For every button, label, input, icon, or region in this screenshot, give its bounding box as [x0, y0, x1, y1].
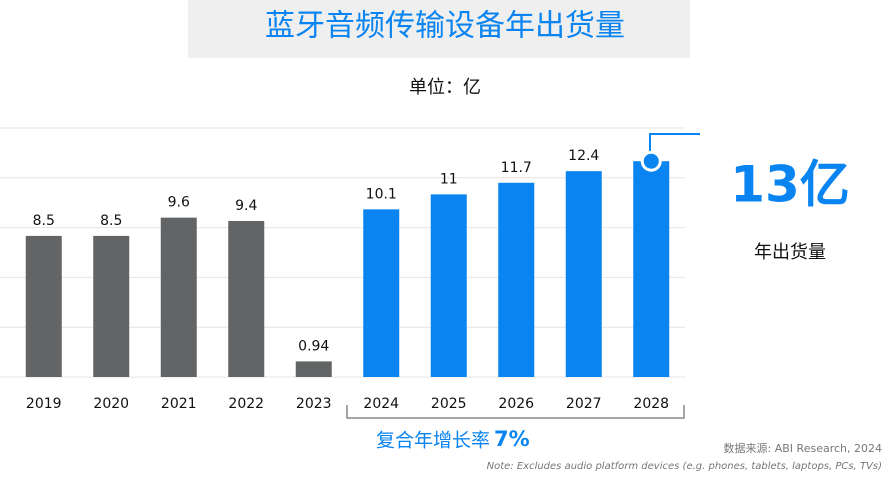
x-tick-label: 2027 [566, 396, 602, 412]
value-label: 8.5 [33, 213, 55, 229]
value-label: 9.4 [235, 198, 257, 214]
bar [228, 220, 265, 377]
x-tick-label: 2023 [296, 396, 332, 412]
value-label: 11 [440, 171, 458, 187]
cagr-bracket [346, 405, 685, 419]
x-tick-label: 2025 [431, 396, 467, 412]
bar [633, 161, 670, 377]
cagr-label: 复合年增长率 [376, 430, 490, 452]
bar [93, 235, 130, 377]
callout-value: 13亿 [730, 156, 850, 214]
x-tick-label: 2024 [363, 396, 399, 412]
cagr-value: 7% [494, 427, 530, 451]
note: Note: Excludes audio platform devices (e… [487, 461, 882, 472]
bar [25, 235, 62, 377]
title-band [188, 0, 690, 58]
bar [160, 217, 197, 377]
callout-label: 年出货量 [754, 242, 826, 263]
value-label: 8.5 [100, 213, 122, 229]
callout-line [649, 133, 700, 152]
value-marker [640, 150, 662, 172]
x-tick-label: 2022 [228, 396, 264, 412]
bar [565, 171, 602, 377]
source: 数据来源: ABI Research, 2024 [724, 441, 882, 455]
x-tick-label: 2019 [26, 396, 62, 412]
bar [363, 209, 400, 377]
bar [498, 182, 535, 377]
unit-label: 单位：亿 [409, 77, 481, 98]
x-tick-label: 2021 [161, 396, 197, 412]
chart-title: 蓝牙音频传输设备年出货量 [265, 9, 625, 44]
value-label: 10.1 [366, 186, 397, 202]
value-label: 11.7 [501, 160, 532, 176]
x-tick-label: 2028 [633, 396, 669, 412]
value-label: 9.6 [168, 195, 190, 211]
value-label: 0.94 [298, 338, 329, 354]
bar [295, 361, 332, 377]
bar [430, 194, 467, 377]
x-tick-label: 2020 [93, 396, 129, 412]
x-tick-label: 2026 [498, 396, 534, 412]
value-label: 12.4 [568, 148, 599, 164]
